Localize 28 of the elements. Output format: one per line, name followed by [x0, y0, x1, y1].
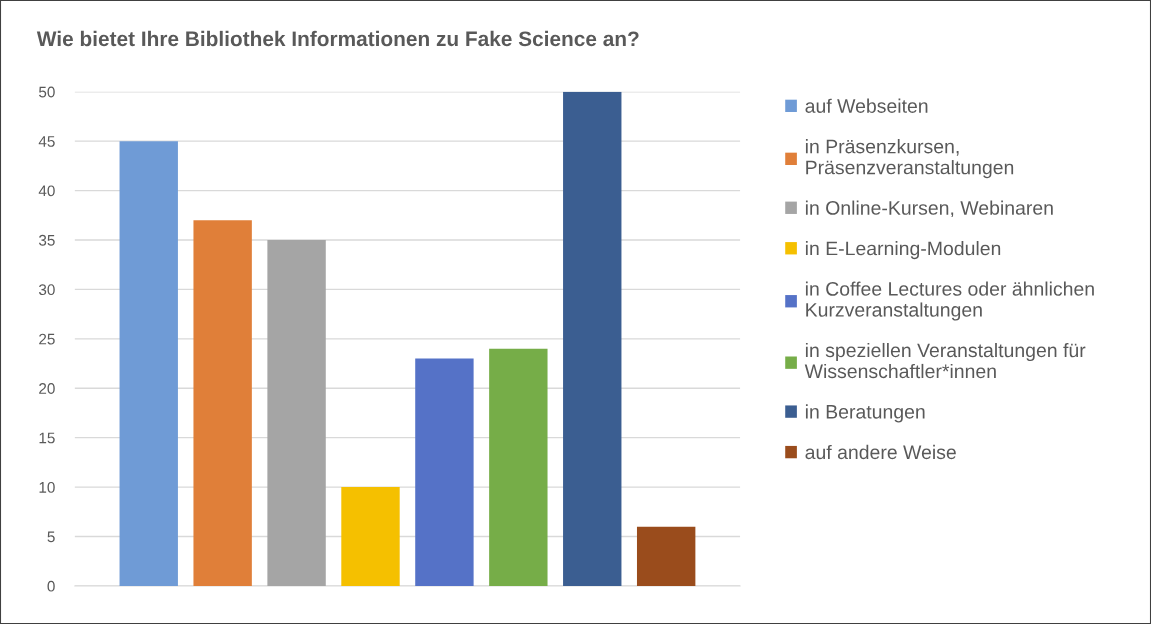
- y-tick-label: 5: [47, 531, 55, 543]
- legend-label: in Präsenzkursen, Präsenzveranstaltungen: [805, 139, 1014, 179]
- y-tick-label: 0: [47, 580, 55, 592]
- bar: [341, 487, 400, 586]
- bar: [193, 220, 252, 586]
- y-tick-label: 10: [39, 481, 55, 493]
- legend-label: auf Webseiten: [805, 98, 928, 113]
- bar: [563, 91, 622, 586]
- y-tick-label: 20: [39, 383, 55, 394]
- y-tick-label: 30: [38, 284, 55, 296]
- bar: [636, 526, 696, 586]
- chart-title: Wie bietet Ihre Bibliothek Informationen zu Fake Science an?: [36, 30, 639, 47]
- legend-label: in E-Learning-Modulen: [805, 241, 1001, 260]
- y-tick-label: 35: [38, 234, 55, 246]
- y-tick-label: 45: [38, 136, 55, 147]
- legend-label: in Online-Kursen, Webinaren: [805, 200, 1053, 218]
- bar: [489, 348, 548, 586]
- y-tick-label: 25: [39, 333, 55, 345]
- legend-label: in speziellen Veranstaltungen für Wissenschaftler*innen: [804, 342, 1086, 379]
- y-tick-label: 50: [38, 86, 55, 98]
- bar: [415, 358, 474, 586]
- y-tick-label: 40: [38, 185, 55, 197]
- legend-label: auf andere Weise: [805, 444, 956, 460]
- legend-label: in Coffee Lectures oder ähnlichen Kurzveranstaltungen: [805, 281, 1094, 321]
- bar: [267, 239, 326, 586]
- bar: [119, 141, 178, 586]
- legend-label: in Beratungen: [805, 404, 925, 423]
- y-tick-label: 15: [39, 432, 55, 444]
